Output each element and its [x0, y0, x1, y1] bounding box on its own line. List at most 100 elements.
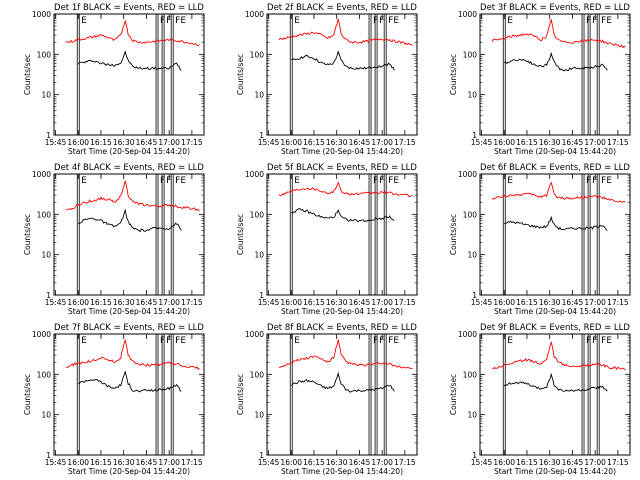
marker-label: F [166, 336, 171, 346]
x-tick-label: 16:30 [539, 138, 561, 147]
plot-frame [266, 13, 418, 136]
x-tick-label: 16:00 [280, 298, 302, 307]
y-tick-label: 100 [37, 50, 52, 59]
x-tick-label: 17:15 [394, 298, 416, 307]
marker-label: F [379, 336, 384, 346]
x-tick-label: 17:15 [181, 458, 203, 467]
panel-det-8: Det 8f BLACK = Events, RED = LLD 1 10 100 10… [236, 323, 418, 476]
marker-label: F [379, 176, 384, 186]
marker-label: E [81, 16, 87, 26]
y-tick-label: 10 [467, 411, 477, 420]
x-tick-label: 15:45 [258, 298, 280, 307]
x-tick-label: 16:00 [67, 298, 89, 307]
y-tick-label: 100 [250, 370, 265, 379]
panel-det-9: Det 9f BLACK = Events, RED = LLD 1 10 100 10… [449, 323, 631, 476]
marker-label: F [160, 336, 165, 346]
y-tick-label: 1 [46, 131, 51, 140]
series-events-line [504, 215, 608, 231]
series-events-line [78, 370, 182, 393]
x-tick-label: 16:15 [90, 298, 112, 307]
series-events-line [77, 208, 182, 233]
y-tick-label: 1 [472, 131, 477, 140]
series-lld-line [278, 18, 413, 46]
y-tick-label: 1000 [32, 10, 51, 19]
y-tick-label: 10 [254, 411, 264, 420]
panel-title: Det 4f BLACK = Events, RED = LLD [54, 163, 204, 173]
y-tick-label: 10 [41, 91, 51, 100]
x-tick-label: 15:45 [258, 138, 280, 147]
x-axis-label: Start Time (20-Sep-04 15:44:20) [494, 147, 616, 156]
x-tick-label: 17:15 [607, 298, 629, 307]
x-tick-label: 16:15 [516, 298, 538, 307]
x-tick-label: 17:15 [394, 458, 416, 467]
x-tick-label: 17:00 [158, 458, 180, 467]
y-tick-label: 100 [463, 370, 478, 379]
y-axis-label: Counts/sec [23, 214, 32, 255]
x-tick-label: 16:30 [113, 458, 135, 467]
marker-label: E [294, 176, 300, 186]
x-tick-label: 16:15 [303, 458, 325, 467]
x-tick-label: 16:45 [136, 138, 158, 147]
y-tick-label: 10 [254, 251, 264, 260]
marker-label: FE [388, 176, 399, 186]
marker-label: F [160, 16, 165, 26]
x-tick-label: 15:45 [471, 138, 493, 147]
x-axis-label: Start Time (20-Sep-04 15:44:20) [281, 147, 403, 156]
x-tick-label: 17:00 [371, 138, 393, 147]
x-tick-label: 15:45 [471, 298, 493, 307]
y-tick-label: 100 [463, 50, 478, 59]
y-tick-label: 100 [37, 370, 52, 379]
y-tick-label: 1000 [458, 170, 477, 179]
y-axis-label: Counts/sec [449, 374, 458, 415]
x-tick-label: 16:15 [516, 138, 538, 147]
x-tick-label: 16:15 [90, 458, 112, 467]
x-tick-label: 16:00 [493, 298, 515, 307]
x-tick-label: 17:15 [607, 138, 629, 147]
plot-frame [53, 173, 205, 296]
x-tick-label: 17:00 [371, 298, 393, 307]
x-tick-label: 16:45 [349, 298, 371, 307]
y-axis-label: Counts/sec [23, 54, 32, 95]
marker-label: FE [175, 336, 186, 346]
x-tick-label: 16:15 [303, 298, 325, 307]
y-axis-label: Counts/sec [449, 214, 458, 255]
y-tick-label: 1 [46, 291, 51, 300]
x-tick-label: 16:45 [562, 138, 584, 147]
marker-label: FE [175, 16, 186, 26]
x-tick-label: 15:45 [258, 458, 280, 467]
panel-det-5: Det 5f BLACK = Events, RED = LLD 1 10 100 10… [236, 163, 418, 316]
panel-det-7: Det 7f BLACK = Events, RED = LLD 1 10 100 10… [23, 323, 205, 476]
marker-label: E [294, 16, 300, 26]
y-tick-label: 1 [46, 451, 51, 460]
y-tick-label: 10 [41, 251, 51, 260]
x-tick-label: 17:00 [584, 298, 606, 307]
marker-label: F [379, 16, 384, 26]
marker-label: F [592, 336, 597, 346]
y-tick-label: 100 [37, 210, 52, 219]
x-axis-label: Start Time (20-Sep-04 15:44:20) [68, 467, 190, 476]
x-tick-label: 17:00 [584, 138, 606, 147]
x-tick-label: 16:45 [562, 298, 584, 307]
series-lld-line [65, 180, 200, 212]
y-axis-label: Counts/sec [236, 54, 245, 95]
y-tick-label: 1000 [245, 330, 264, 339]
plot-frame [53, 13, 205, 136]
y-tick-label: 10 [467, 251, 477, 260]
x-tick-label: 16:00 [280, 138, 302, 147]
x-tick-label: 16:45 [349, 138, 371, 147]
series-lld-line [65, 338, 200, 370]
panel-title: Det 9f BLACK = Events, RED = LLD [480, 323, 630, 333]
marker-label: E [81, 176, 87, 186]
x-tick-label: 16:00 [67, 458, 89, 467]
x-tick-label: 16:45 [349, 458, 371, 467]
marker-label: FE [601, 336, 612, 346]
x-tick-label: 16:30 [326, 138, 348, 147]
series-lld-line [491, 181, 626, 203]
x-tick-label: 16:30 [539, 458, 561, 467]
marker-label: F [586, 336, 591, 346]
x-axis-label: Start Time (20-Sep-04 15:44:20) [494, 307, 616, 316]
x-tick-label: 15:45 [471, 458, 493, 467]
y-tick-label: 1000 [245, 10, 264, 19]
plot-frame [53, 333, 205, 456]
marker-label: F [166, 16, 171, 26]
